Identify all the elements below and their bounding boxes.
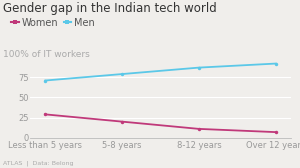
Text: Gender gap in the Indian tech world: Gender gap in the Indian tech world [3,2,217,15]
Legend: Women, Men: Women, Men [11,18,95,28]
Text: 100% of IT workers: 100% of IT workers [3,50,90,59]
Text: ATLAS  |  Data: Belong: ATLAS | Data: Belong [3,161,74,166]
